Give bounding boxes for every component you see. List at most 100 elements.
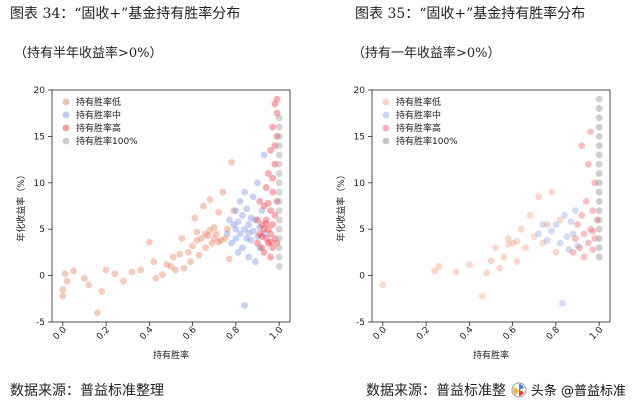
data-point bbox=[478, 292, 486, 300]
fan-icon bbox=[511, 382, 527, 397]
data-point bbox=[228, 158, 235, 166]
data-point bbox=[548, 188, 555, 196]
data-point bbox=[543, 236, 551, 244]
x-axis-label: 持有胜率 bbox=[153, 349, 189, 361]
data-point bbox=[232, 225, 240, 233]
y-tick-label: 10 bbox=[354, 179, 366, 189]
data-point bbox=[275, 235, 283, 242]
data-point bbox=[208, 239, 216, 247]
data-point bbox=[81, 274, 88, 282]
legend-marker bbox=[382, 124, 390, 132]
data-point bbox=[98, 287, 106, 295]
data-point bbox=[595, 170, 603, 177]
figure-35: 图表 35：“固收+”基金持有胜率分布 （持有一年收益率>0%） -5 0 5 10 1… bbox=[320, 0, 640, 409]
data-source-note: 数据来源：普益标准整 bbox=[366, 383, 506, 399]
data-point bbox=[275, 188, 283, 196]
data-point bbox=[256, 223, 264, 231]
data-point bbox=[435, 262, 443, 270]
data-point bbox=[595, 197, 603, 205]
x-tick-label: 0.0 bbox=[372, 325, 389, 342]
data-point bbox=[273, 197, 281, 205]
series-1 bbox=[223, 151, 268, 309]
data-point bbox=[243, 235, 251, 242]
data-point bbox=[591, 179, 599, 187]
data-point bbox=[275, 207, 283, 215]
series-0 bbox=[379, 188, 564, 300]
x-tick-label: 0.4 bbox=[138, 325, 155, 342]
data-point bbox=[593, 216, 601, 224]
data-point bbox=[587, 225, 594, 233]
data-point bbox=[587, 128, 594, 136]
data-point bbox=[275, 114, 283, 122]
data-point bbox=[260, 202, 268, 210]
x-axis-label: 持有胜率 bbox=[473, 349, 509, 361]
data-point bbox=[262, 235, 270, 242]
data-point bbox=[152, 274, 160, 282]
data-point bbox=[271, 235, 279, 242]
data-point bbox=[271, 160, 279, 168]
data-point bbox=[513, 258, 521, 266]
data-point bbox=[264, 199, 272, 207]
data-point bbox=[269, 174, 277, 182]
y-tick-label: 20 bbox=[34, 86, 46, 96]
data-point bbox=[193, 228, 201, 236]
y-tick-label: 10 bbox=[34, 179, 46, 189]
data-point bbox=[254, 216, 261, 224]
y-tick-label: 5 bbox=[39, 225, 45, 235]
data-point bbox=[228, 239, 235, 247]
data-point bbox=[267, 230, 274, 238]
x-tick-label: 0.2 bbox=[415, 325, 432, 342]
data-point bbox=[219, 188, 227, 196]
data-point bbox=[559, 300, 566, 307]
y-axis-label: 年化收益率（%） bbox=[335, 170, 347, 242]
data-point bbox=[249, 227, 257, 235]
data-point bbox=[215, 209, 223, 216]
data-point bbox=[61, 270, 69, 278]
data-point bbox=[589, 227, 597, 235]
x-tick-label: 0.8 bbox=[545, 325, 562, 342]
data-point bbox=[269, 221, 277, 228]
legend-label: 持有胜率高 bbox=[396, 122, 441, 134]
data-point bbox=[256, 244, 264, 252]
data-point bbox=[496, 264, 504, 272]
data-point bbox=[241, 188, 248, 196]
data-point bbox=[595, 216, 603, 224]
y-tick-label: 15 bbox=[354, 132, 365, 142]
data-point bbox=[169, 253, 177, 261]
x-tick-label: 0.4 bbox=[458, 325, 475, 342]
data-source-note: 数据来源：普益标准整理 bbox=[10, 383, 164, 399]
data-point bbox=[258, 207, 266, 215]
legend-marker bbox=[382, 137, 390, 145]
data-point bbox=[247, 236, 255, 244]
y-tick-label: 0 bbox=[359, 272, 365, 282]
data-point bbox=[256, 197, 264, 205]
data-point bbox=[487, 257, 495, 265]
legend-marker bbox=[62, 111, 70, 119]
data-point bbox=[232, 207, 240, 215]
data-point bbox=[215, 238, 223, 246]
legend-label: 持有胜率低 bbox=[76, 96, 121, 108]
y-tick-label: 5 bbox=[359, 225, 365, 235]
legend-marker bbox=[382, 111, 390, 119]
data-point bbox=[483, 269, 491, 277]
data-point bbox=[571, 235, 579, 242]
data-point bbox=[251, 216, 259, 224]
series-3 bbox=[275, 114, 283, 270]
data-point bbox=[275, 151, 283, 159]
data-point bbox=[213, 230, 220, 238]
data-point bbox=[102, 266, 110, 274]
data-point bbox=[226, 216, 233, 224]
legend-marker bbox=[62, 124, 70, 132]
series-0 bbox=[59, 158, 238, 317]
data-point bbox=[206, 196, 214, 203]
data-point bbox=[269, 123, 277, 131]
data-point bbox=[210, 235, 218, 242]
data-point bbox=[128, 268, 136, 276]
data-point bbox=[576, 244, 584, 252]
data-point bbox=[591, 235, 599, 242]
data-point bbox=[150, 258, 158, 266]
data-point bbox=[226, 255, 233, 263]
data-point bbox=[530, 233, 538, 241]
data-point bbox=[59, 292, 67, 300]
data-point bbox=[230, 207, 238, 215]
